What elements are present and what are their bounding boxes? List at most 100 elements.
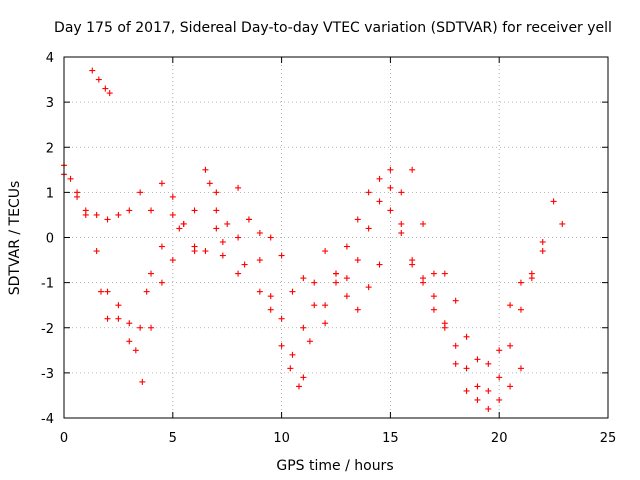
- data-point: [219, 239, 226, 246]
- y-tick-label: 1: [46, 186, 54, 201]
- data-point: [306, 338, 313, 345]
- data-point: [213, 189, 220, 196]
- y-tick-label: -3: [41, 367, 54, 382]
- data-point: [93, 248, 100, 255]
- data-point: [148, 270, 155, 277]
- data-point: [102, 85, 109, 92]
- data-point: [97, 288, 104, 295]
- data-point: [93, 211, 100, 218]
- data-point: [452, 342, 459, 349]
- data-point: [474, 383, 481, 390]
- y-tick-label: 0: [46, 232, 54, 247]
- data-point: [191, 207, 198, 214]
- data-point: [376, 175, 383, 182]
- x-tick-label: 0: [60, 431, 68, 446]
- gridlines: [64, 57, 608, 418]
- data-point: [158, 279, 165, 286]
- data-point: [278, 252, 285, 259]
- data-point: [517, 365, 524, 372]
- data-point: [517, 279, 524, 286]
- data-point: [213, 225, 220, 232]
- data-point: [148, 207, 155, 214]
- data-point: [354, 257, 361, 264]
- data-point: [409, 257, 416, 264]
- data-point: [289, 288, 296, 295]
- data-point: [333, 270, 339, 277]
- x-axis-label: GPS time / hours: [276, 458, 393, 474]
- data-point: [496, 396, 503, 403]
- data-point: [539, 239, 546, 246]
- y-tick-label: 3: [46, 96, 54, 111]
- data-point: [300, 275, 307, 282]
- data-point: [300, 324, 307, 331]
- data-point: [517, 306, 524, 313]
- data-point: [441, 324, 448, 331]
- chart-title: Day 175 of 2017, Sidereal Day-to-day VTE…: [54, 20, 612, 36]
- data-point: [235, 270, 242, 277]
- data-point: [322, 320, 329, 327]
- data-point: [89, 67, 96, 74]
- data-point: [452, 297, 459, 304]
- data-point: [430, 270, 437, 277]
- data-point: [241, 261, 248, 268]
- data-point: [104, 216, 111, 223]
- data-point: [550, 198, 557, 205]
- data-point: [256, 229, 263, 236]
- data-point: [507, 383, 514, 390]
- data-point: [104, 315, 111, 322]
- data-point: [409, 166, 416, 173]
- data-point: [398, 229, 405, 236]
- data-point: [485, 405, 492, 412]
- data-point: [376, 198, 383, 205]
- data-point: [267, 306, 274, 313]
- data-point: [485, 387, 492, 394]
- data-point: [115, 302, 122, 309]
- data-point: [387, 207, 394, 214]
- data-point: [278, 342, 285, 349]
- data-point: [420, 275, 427, 282]
- data-point: [169, 193, 176, 200]
- data-point: [398, 220, 405, 227]
- data-point: [474, 396, 481, 403]
- data-point: [507, 342, 514, 349]
- data-point: [463, 365, 470, 372]
- data-point: [126, 207, 133, 214]
- data-point: [485, 360, 492, 367]
- data-point: [67, 175, 74, 182]
- data-point: [474, 356, 481, 363]
- x-tick-label: 15: [382, 431, 399, 446]
- data-point: [137, 324, 144, 331]
- data-point: [256, 288, 263, 295]
- data-point: [287, 365, 294, 372]
- x-tick-label: 10: [273, 431, 290, 446]
- data-points: [61, 67, 566, 412]
- data-point: [202, 248, 209, 255]
- data-point: [235, 184, 242, 191]
- data-point: [115, 211, 122, 218]
- data-point: [213, 207, 220, 214]
- data-point: [333, 279, 339, 286]
- data-point: [343, 275, 350, 282]
- data-point: [354, 306, 361, 313]
- data-point: [496, 347, 503, 354]
- data-point: [82, 211, 89, 218]
- data-point: [441, 270, 448, 277]
- data-point: [420, 220, 427, 227]
- data-point: [206, 180, 213, 187]
- data-point: [430, 293, 437, 300]
- data-point: [365, 225, 372, 232]
- data-point: [267, 293, 274, 300]
- data-point: [139, 378, 146, 385]
- data-point: [365, 189, 372, 196]
- data-point: [267, 234, 274, 241]
- plot-frame: [63, 56, 609, 419]
- data-point: [311, 302, 318, 309]
- data-point: [202, 166, 209, 173]
- data-point: [365, 284, 372, 291]
- data-point: [376, 261, 383, 268]
- data-point: [235, 234, 242, 241]
- data-point: [219, 252, 226, 259]
- y-tick-label: -1: [41, 277, 54, 292]
- data-point: [496, 374, 503, 381]
